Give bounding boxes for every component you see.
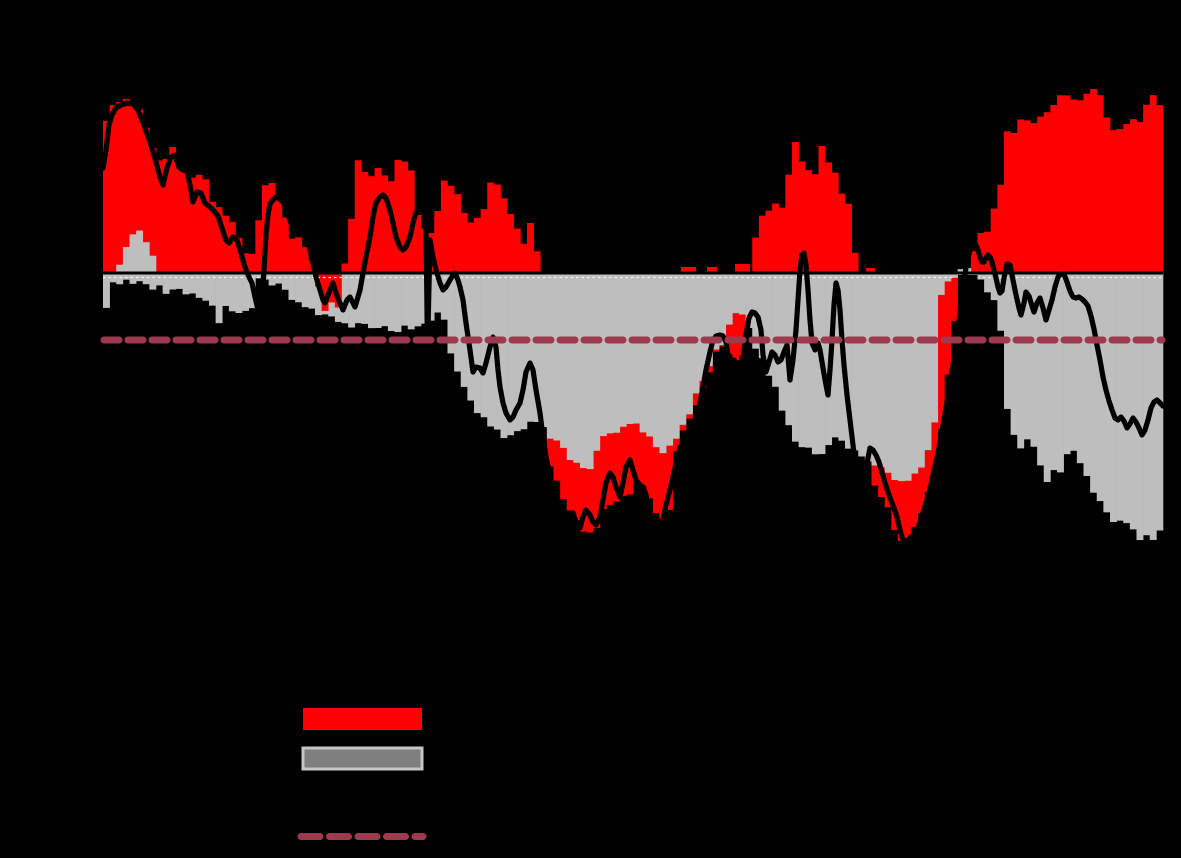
- legend-gray-area-swatch: [301, 746, 424, 771]
- zero-axis-line: [103, 271, 1163, 275]
- indicator-line: [100, 100, 1166, 546]
- legend-red-area-swatch: [303, 708, 422, 730]
- legend: [297, 708, 427, 840]
